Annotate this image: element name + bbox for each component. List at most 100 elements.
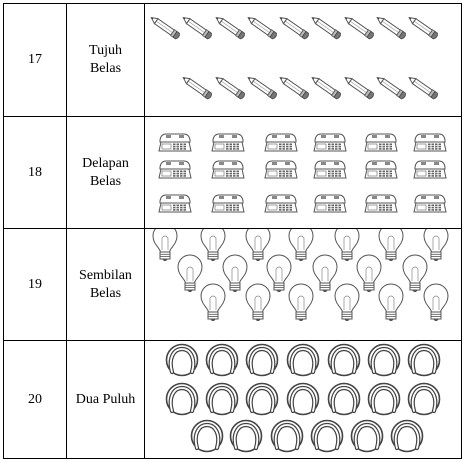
light-bulb-icon <box>245 283 271 321</box>
tennis-ball-icon <box>165 382 199 416</box>
light-bulb-icon <box>356 254 382 292</box>
tennis-ball-icon <box>165 343 199 377</box>
light-bulb-icon <box>312 254 338 292</box>
telephone-icon <box>158 133 192 152</box>
tennis-ball-icon <box>407 382 441 416</box>
counting-table: 17 Tujuh Belas 18 Delapan Belas 19 Sembi… <box>3 3 462 459</box>
number-word-line: Dua Puluh <box>75 391 136 407</box>
tennis-ball-icon <box>407 343 441 377</box>
tennis-ball-icon <box>327 382 361 416</box>
telephone-icon <box>313 194 347 213</box>
telephone-icon <box>313 133 347 152</box>
tennis-ball-icon <box>310 419 344 453</box>
number-word-cell: Sembilan Belas <box>66 228 145 341</box>
pencil-icon <box>376 17 406 40</box>
telephone-icon <box>313 160 347 179</box>
number-word-line: Sembilan <box>79 267 132 283</box>
pencil-icon <box>311 17 341 40</box>
pencil-icon <box>150 17 180 40</box>
light-bulb-icon <box>200 229 226 261</box>
number-word-line: Belas <box>89 285 122 301</box>
telephone-icon <box>158 160 192 179</box>
telephone-icon <box>211 194 245 213</box>
tennis-ball-icon <box>286 382 320 416</box>
picture-cell <box>144 3 462 117</box>
light-bulb-icon <box>200 283 226 321</box>
telephone-icon <box>211 160 245 179</box>
pencil-group <box>150 17 438 100</box>
tennis-ball-icon <box>245 382 279 416</box>
telephone-icon <box>413 160 447 179</box>
telephone-icon <box>364 194 398 213</box>
number-word-line: Belas <box>89 61 122 76</box>
tennis-ball-icon <box>286 343 320 377</box>
pencil-icon <box>408 17 438 40</box>
light-bulb-icon <box>288 283 314 321</box>
light-bulb-icon <box>245 229 271 261</box>
pencil-icon <box>279 77 309 100</box>
number-word-cell: Delapan Belas <box>66 116 145 229</box>
telephone-icon <box>264 133 298 152</box>
pencil-icon <box>311 77 341 100</box>
telephone-icon <box>364 133 398 152</box>
light-bulb-icon <box>222 254 248 292</box>
light-bulb-icon <box>402 254 428 292</box>
tennis-ball-group <box>165 343 441 453</box>
telephone-icon <box>264 194 298 213</box>
picture-cell <box>144 340 462 459</box>
light-bulb-icon <box>334 229 360 261</box>
pencil-icon <box>408 77 438 100</box>
tennis-ball-icon <box>327 343 361 377</box>
light-bulb-icon <box>423 283 449 321</box>
picture-cell <box>144 116 462 229</box>
number-cell: 18 <box>3 116 67 229</box>
number-word-line: Tujuh <box>89 43 122 58</box>
tennis-ball-icon <box>350 419 384 453</box>
light-bulb-icon <box>378 283 404 321</box>
pencil-icon <box>344 77 374 100</box>
telephone-icon <box>211 133 245 152</box>
tennis-ball-icon <box>245 343 279 377</box>
number-word-cell: Tujuh Belas <box>66 3 145 117</box>
pencil-icon <box>215 17 245 40</box>
telephone-icon <box>413 194 447 213</box>
number-word-cell: Dua Puluh <box>66 340 145 459</box>
tennis-ball-icon <box>229 419 263 453</box>
pencil-icon <box>182 77 212 100</box>
light-bulb-icon <box>334 283 360 321</box>
table-row: 17 Tujuh Belas <box>3 3 462 117</box>
pencil-icon <box>279 17 309 40</box>
pencil-icon <box>247 17 277 40</box>
number-word-line: Delapan <box>82 155 129 171</box>
table-row: 20 Dua Puluh <box>3 340 462 459</box>
pencil-icon <box>344 17 374 40</box>
tennis-ball-icon <box>390 419 424 453</box>
telephone-icon <box>264 160 298 179</box>
tennis-ball-icon <box>205 382 239 416</box>
light-bulb-group <box>152 229 449 321</box>
light-bulb-icon <box>288 229 314 261</box>
tennis-ball-icon <box>190 419 224 453</box>
light-bulb-icon <box>423 229 449 261</box>
telephone-icon <box>413 133 447 152</box>
pencil-icon <box>376 77 406 100</box>
tennis-ball-icon <box>270 419 304 453</box>
light-bulb-icon <box>177 254 203 292</box>
telephone-group <box>158 133 447 213</box>
table-row: 19 Sembilan Belas <box>3 228 462 341</box>
telephone-icon <box>364 160 398 179</box>
number-cell: 20 <box>3 340 67 459</box>
picture-cell <box>144 228 462 341</box>
number-word-line: Belas <box>89 173 122 189</box>
light-bulb-icon <box>266 254 292 292</box>
pencil-icon <box>182 17 212 40</box>
table-row: 18 Delapan Belas <box>3 116 462 229</box>
pencil-icon <box>215 77 245 100</box>
telephone-icon <box>158 194 192 213</box>
number-cell: 19 <box>3 228 67 341</box>
tennis-ball-icon <box>205 343 239 377</box>
light-bulb-icon <box>152 229 178 261</box>
tennis-ball-icon <box>367 382 401 416</box>
tennis-ball-icon <box>367 343 401 377</box>
number-cell: 17 <box>3 3 67 117</box>
